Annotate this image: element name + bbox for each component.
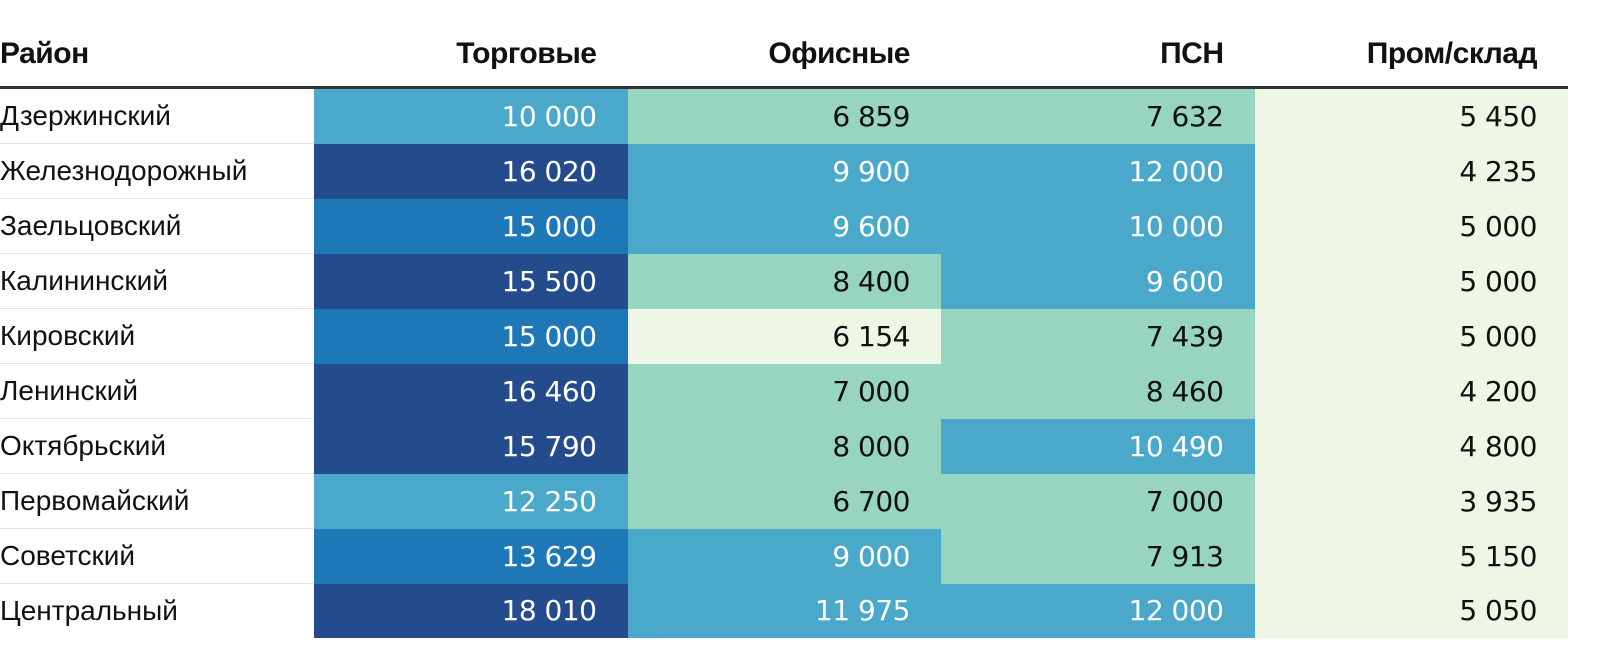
heatmap-cell-psn: 12 000 <box>941 583 1255 638</box>
table-row: Советский 13 629 9 000 7 913 5 150 <box>0 528 1568 584</box>
heatmap-cell-office: 9 600 <box>627 198 941 254</box>
column-header-district: Район <box>0 22 314 89</box>
heatmap-cell-retail: 13 629 <box>314 528 628 584</box>
table-row: Кировский 15 000 6 154 7 439 5 000 <box>0 308 1568 364</box>
district-name: Центральный <box>0 595 178 626</box>
column-header-office: Офисные <box>627 22 941 89</box>
heatmap-cell-psn: 7 632 <box>941 87 1255 144</box>
heatmap-cell-industrial-warehouse: 5 150 <box>1254 528 1568 584</box>
district-name: Калининский <box>0 253 314 309</box>
district-name: Железнодорожный <box>0 143 314 199</box>
heatmap-cell-psn: 8 460 <box>941 363 1255 419</box>
district-name: Советский <box>0 528 314 584</box>
heatmap-cell-office: 9 000 <box>627 528 941 584</box>
heatmap-cell-office: 8 000 <box>627 418 941 474</box>
heatmap-cell-psn: 10 490 <box>941 418 1255 474</box>
heatmap-cell-office: 7 000 <box>627 363 941 419</box>
column-header-industrial-warehouse: Пром/склад <box>1254 22 1568 89</box>
heatmap-cell-psn: 7 913 <box>941 528 1255 584</box>
table-row: Центральный 18 010 11 975 12 000 5 050 <box>0 583 1568 638</box>
heatmap-cell-office: 6 859 <box>627 87 941 144</box>
heatmap-cell-industrial-warehouse: 5 000 <box>1254 198 1568 254</box>
column-header-retail: Торговые <box>314 22 628 89</box>
heatmap-cell-industrial-warehouse: 4 800 <box>1254 418 1568 474</box>
heatmap-cell-office: 11 975 <box>627 583 941 638</box>
table-row: Калининский 15 500 8 400 9 600 5 000 <box>0 253 1568 309</box>
heatmap-cell-office: 8 400 <box>627 253 941 309</box>
heatmap-cell-industrial-warehouse: 3 935 <box>1254 473 1568 529</box>
heatmap-cell-psn: 10 000 <box>941 198 1255 254</box>
heatmap-cell-retail: 16 460 <box>314 363 628 419</box>
heatmap-cell-retail: 18 010 <box>314 583 628 638</box>
heatmap-cell-office: 6 154 <box>627 308 941 364</box>
heatmap-cell-retail: 16 020 <box>314 143 628 199</box>
district-name: Первомайский <box>0 473 314 529</box>
heatmap-cell-industrial-warehouse: 4 200 <box>1254 363 1568 419</box>
district-name: Кировский <box>0 308 314 364</box>
table-row: Октябрьский 15 790 8 000 10 490 4 800 <box>0 418 1568 474</box>
table-row: Железнодорожный 16 020 9 900 12 000 4 235 <box>0 143 1568 199</box>
table-body: Дзержинский 10 000 6 859 7 632 5 450 Железнод… <box>0 87 1568 638</box>
heatmap-table: Район Торговые Офисные ПСН Пром/склад Дз… <box>0 22 1568 638</box>
district-name: Октябрьский <box>0 418 314 474</box>
heatmap-cell-industrial-warehouse: 5 000 <box>1254 308 1568 364</box>
heatmap-cell-retail: 15 790 <box>314 418 628 474</box>
district-name: Заельцовский <box>0 198 314 254</box>
district-name: Дзержинский <box>0 87 314 144</box>
heatmap-cell-retail: 15 000 <box>314 198 628 254</box>
table-row: Первомайский 12 250 6 700 7 000 3 935 <box>0 473 1568 529</box>
heatmap-cell-retail: 12 250 <box>314 473 628 529</box>
district-name: Ленинский <box>0 363 314 419</box>
heatmap-cell-psn: 7 439 <box>941 308 1255 364</box>
heatmap-cell-industrial-warehouse: 4 235 <box>1254 143 1568 199</box>
heatmap-cell-psn: 7 000 <box>941 473 1255 529</box>
heatmap-cell-retail: 15 500 <box>314 253 628 309</box>
heatmap-cell-industrial-warehouse: 5 450 <box>1254 87 1568 144</box>
heatmap-cell-office: 6 700 <box>627 473 941 529</box>
table-row: Дзержинский 10 000 6 859 7 632 5 450 <box>0 87 1568 144</box>
heatmap-cell-psn: 12 000 <box>941 143 1255 199</box>
heatmap-cell-retail: 10 000 <box>314 87 628 144</box>
header-row: Район Торговые Офисные ПСН Пром/склад <box>0 22 1568 89</box>
table-row: Заельцовский 15 000 9 600 10 000 5 000 <box>0 198 1568 254</box>
heatmap-cell-industrial-warehouse: 5 000 <box>1254 253 1568 309</box>
heatmap-cell-psn: 9 600 <box>941 253 1255 309</box>
heatmap-cell-retail: 15 000 <box>314 308 628 364</box>
heatmap-cell-office: 9 900 <box>627 143 941 199</box>
table-row: Ленинский 16 460 7 000 8 460 4 200 <box>0 363 1568 419</box>
column-header-psn: ПСН <box>941 22 1255 89</box>
heatmap-cell-industrial-warehouse: 5 050 <box>1254 583 1568 638</box>
